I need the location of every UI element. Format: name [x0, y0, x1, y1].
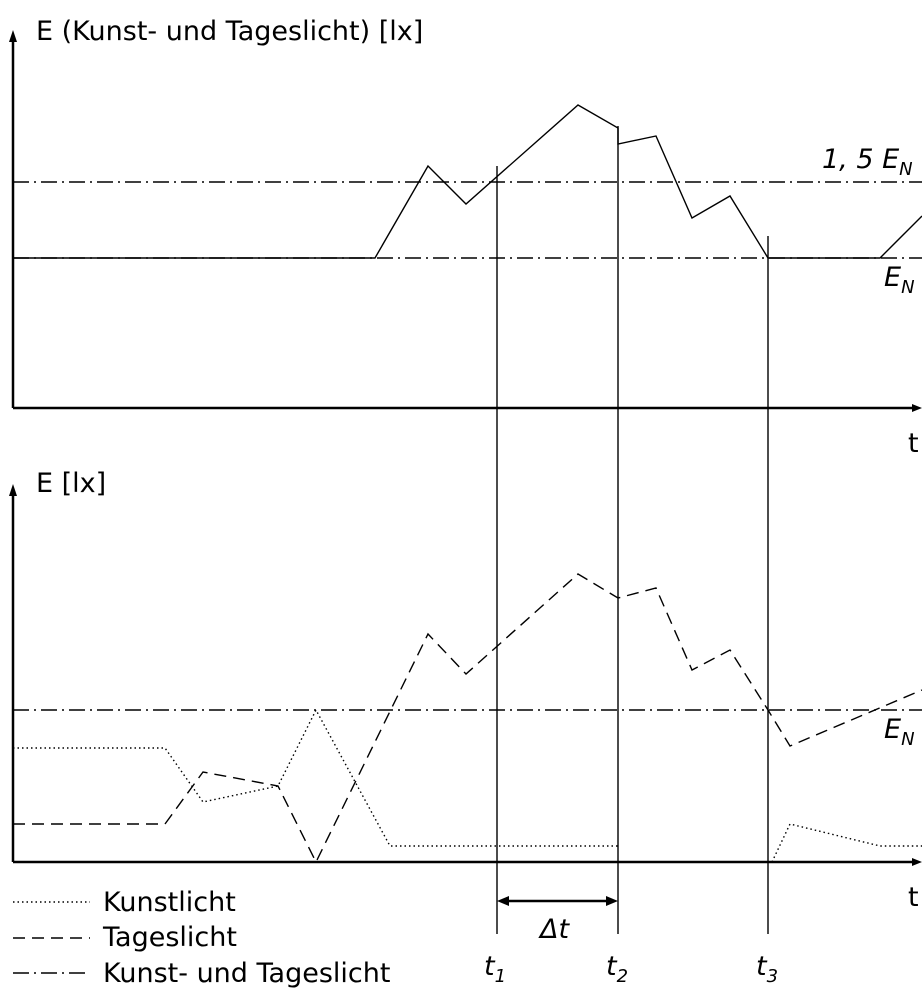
bottom-ref-label: EN [884, 714, 915, 750]
legend: Kunstlicht Tageslicht Kunst- und Tagesli… [13, 887, 390, 989]
time-markers: Δt t1 t2 t3 [484, 126, 778, 987]
delta-t-arrow-left [497, 896, 509, 906]
t1-label: t1 [484, 951, 506, 987]
t2-label: t2 [606, 951, 628, 987]
top-x-axis-label: t [908, 428, 919, 459]
bottom-y-arrow [9, 484, 17, 496]
legend-label-tageslicht: Tageslicht [102, 922, 237, 953]
top-chart: E (Kunst- und Tageslicht) [lx] t 1, 5 EN… [9, 16, 922, 459]
top-x-arrow [912, 404, 922, 412]
top-y-axis-label: E (Kunst- und Tageslicht) [lx] [36, 16, 423, 47]
legend-label-kunstlicht: Kunstlicht [103, 887, 236, 918]
bottom-x-axis-label: t [908, 882, 919, 913]
top-ref-lower-label: EN [884, 262, 915, 298]
top-y-arrow [9, 30, 17, 42]
t3-label: t3 [756, 951, 778, 987]
legend-label-kombiniert: Kunst- und Tageslicht [103, 958, 390, 989]
bottom-x-arrow [912, 858, 922, 866]
bottom-y-axis-label: E [lx] [36, 468, 106, 499]
top-ref-upper-label: 1, 5 EN [822, 144, 913, 180]
daylight-curve [13, 573, 922, 864]
delta-t-arrow-right [606, 896, 618, 906]
artificial-light-curve [13, 708, 618, 847]
delta-t-label: Δt [538, 914, 570, 945]
artificial-light-curve-2 [771, 823, 922, 863]
bottom-chart: E [lx] t EN [9, 468, 922, 913]
